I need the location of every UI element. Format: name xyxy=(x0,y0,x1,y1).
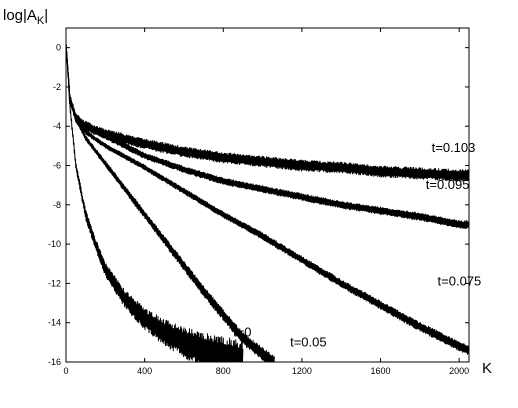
series-line-1 xyxy=(65,43,275,363)
series-line-0 xyxy=(65,43,244,363)
y-axis-ticks: 0 -2 -4 -6 -8 -10 -12 -14 -16 xyxy=(48,43,469,367)
x-tick-label: 800 xyxy=(216,366,231,376)
plot-frame xyxy=(65,27,470,363)
series-label-4: t=0.103 xyxy=(432,140,476,155)
y-tick-label: -8 xyxy=(53,200,61,210)
x-tick-label: 1200 xyxy=(292,366,312,376)
x-tick-label: 0 xyxy=(63,366,68,376)
series-line-4 xyxy=(65,43,470,182)
y-tick-label: -6 xyxy=(53,161,61,171)
y-tick-label: 0 xyxy=(56,43,61,53)
series-label-1: t=0.05 xyxy=(290,334,327,349)
y-axis-label-main: log|A xyxy=(3,7,37,24)
y-tick-label: -10 xyxy=(48,239,61,249)
x-tick-label: 400 xyxy=(137,366,152,376)
series-line-3 xyxy=(65,43,470,229)
x-axis-label: K xyxy=(482,360,492,377)
y-tick-label: -16 xyxy=(48,357,61,367)
y-tick-label: -12 xyxy=(48,278,61,288)
y-axis-label: log|AK| xyxy=(3,7,48,27)
y-tick-label: -14 xyxy=(48,318,61,328)
series-line-2 xyxy=(65,43,470,355)
y-tick-label: -2 xyxy=(53,82,61,92)
plot-lines xyxy=(65,43,470,363)
x-axis-ticks: 0 400 800 1200 1600 2000 xyxy=(63,28,469,376)
series-label-2: t=0.075 xyxy=(438,273,482,288)
series-label-0: t=0 xyxy=(233,324,251,339)
x-tick-label: 1600 xyxy=(371,366,391,376)
series-labels: t=0 t=0.05 t=0.075 t=0.095 t=0.103 xyxy=(233,140,481,350)
y-axis-label-end: | xyxy=(44,7,48,24)
y-axis-label-subscript: K xyxy=(37,15,45,27)
x-tick-label: 2000 xyxy=(449,366,469,376)
series-label-3: t=0.095 xyxy=(426,177,470,192)
y-tick-label: -4 xyxy=(53,121,61,131)
